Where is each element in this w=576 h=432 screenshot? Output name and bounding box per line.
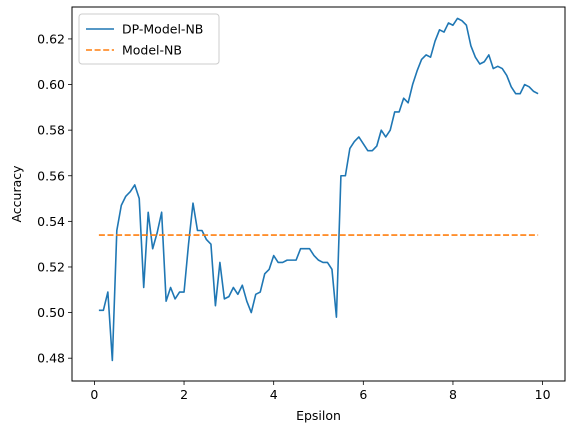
legend-box [78, 13, 220, 65]
x-tick-label: 0 [90, 387, 98, 402]
x-axis-label: Epsilon [296, 408, 341, 423]
x-axis: 0 2 4 6 8 10 [90, 381, 551, 402]
x-tick-label: 4 [270, 387, 278, 402]
axes-frame [71, 6, 566, 382]
y-tick-label: 0.52 [37, 259, 65, 274]
legend-label-model-nb: Model-NB [122, 43, 182, 58]
y-tick-label: 0.54 [37, 214, 65, 229]
y-tick-label: 0.48 [37, 351, 65, 366]
plot-area [98, 17, 539, 362]
legend: DP-Model-NB Model-NB [78, 13, 220, 65]
y-axis: 0.48 0.50 0.52 0.54 0.56 0.58 0.60 0.62 [37, 31, 72, 366]
series-line-dp-model-nb [98, 17, 539, 362]
legend-label-dp-model-nb: DP-Model-NB [122, 22, 203, 37]
y-axis-label: Accuracy [9, 165, 24, 223]
x-tick-label: 6 [359, 387, 367, 402]
y-tick-label: 0.62 [37, 31, 65, 46]
y-tick-label: 0.50 [37, 305, 65, 320]
y-tick-label: 0.58 [37, 123, 65, 138]
x-tick-label: 2 [180, 387, 188, 402]
x-tick-label: 10 [535, 387, 551, 402]
x-tick-label: 8 [449, 387, 457, 402]
y-tick-label: 0.60 [37, 77, 65, 92]
y-tick-label: 0.56 [37, 168, 65, 183]
